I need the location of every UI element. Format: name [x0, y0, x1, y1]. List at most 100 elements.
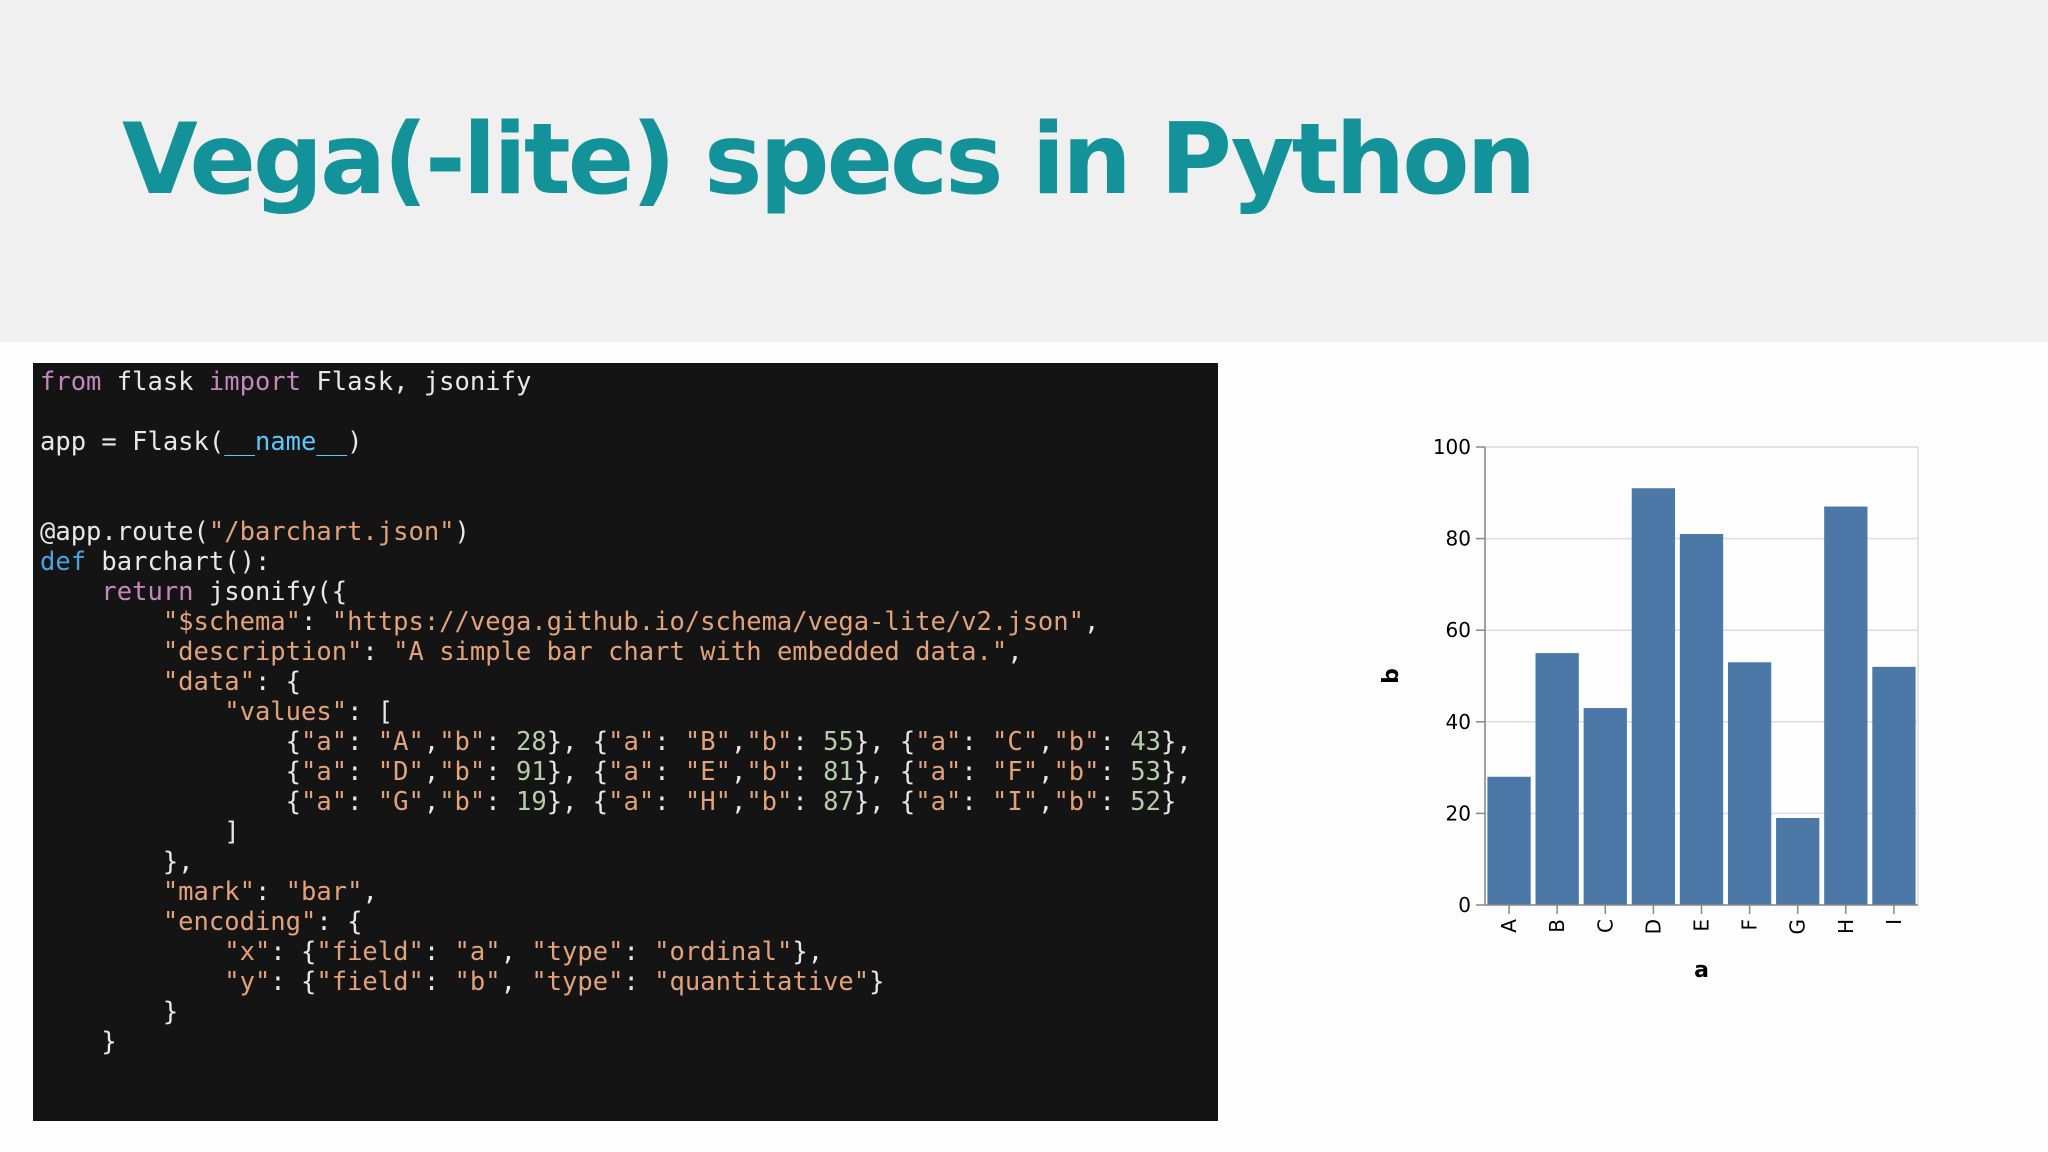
title-band: Vega(-lite) specs in Python: [0, 0, 2048, 342]
code-token: :: [485, 757, 516, 787]
code-token: },: [1160, 727, 1192, 757]
code-token: "b": [746, 787, 793, 817]
code-token: 55: [823, 727, 854, 757]
code-token: "a": [608, 727, 655, 757]
code-token: :: [423, 937, 455, 967]
y-tick-label: 60: [1446, 618, 1471, 642]
code-token: 43: [1130, 727, 1161, 757]
bar-c: [1583, 708, 1627, 905]
code-token: ,: [1083, 607, 1100, 637]
code-token: "H": [684, 787, 731, 817]
code-token: ,: [423, 757, 440, 787]
code-token: "a": [301, 727, 348, 757]
code-token: barchart():: [86, 547, 271, 577]
code-token: "B": [684, 727, 731, 757]
x-tick-label: F: [1738, 919, 1762, 931]
code-token: "y": [224, 967, 271, 997]
x-tick-label: H: [1834, 919, 1858, 934]
code-token: :: [485, 787, 516, 817]
bar-d: [1631, 488, 1676, 905]
code-token: }, {: [546, 787, 609, 817]
code-token: ,: [500, 967, 532, 997]
bar-h: [1824, 506, 1868, 905]
x-tick-label: C: [1593, 919, 1617, 933]
code-token: "E": [684, 757, 731, 787]
code-token: "b": [439, 757, 486, 787]
code-token: "F": [992, 757, 1039, 787]
code-token: "D": [377, 757, 424, 787]
y-tick-label: 20: [1446, 801, 1471, 825]
slide-title: Vega(-lite) specs in Python: [122, 103, 1536, 217]
code-token: ]: [40, 817, 240, 847]
code-token: [40, 877, 163, 907]
code-token: app = Flask(: [40, 427, 225, 457]
code-line: app = Flask(__name__): [40, 427, 1192, 457]
code-token: }, {: [853, 757, 916, 787]
code-token: "b": [439, 727, 486, 757]
code-token: "bar": [285, 877, 363, 907]
code-token: "I": [992, 787, 1039, 817]
code-token: flask: [101, 367, 209, 397]
code-token: :: [654, 757, 685, 787]
code-token: "a": [608, 787, 655, 817]
x-tick-label: E: [1690, 919, 1714, 932]
code-token: [40, 577, 101, 607]
code-line: [40, 457, 1192, 487]
code-token: "encoding": [162, 907, 317, 937]
code-token: "a": [608, 757, 655, 787]
code-line: return jsonify({: [40, 577, 1192, 607]
code-token: {: [40, 727, 301, 757]
code-token: : {: [270, 967, 317, 997]
code-token: [40, 937, 224, 967]
code-token: "C": [992, 727, 1039, 757]
bar-a: [1487, 776, 1531, 905]
code-token: }, {: [546, 757, 609, 787]
code-token: :: [347, 787, 378, 817]
code-token: :: [1099, 787, 1131, 817]
code-token: 19: [515, 787, 547, 817]
x-tick-label: B: [1545, 919, 1569, 933]
code-token: ,: [500, 937, 532, 967]
bar-e: [1679, 534, 1724, 905]
y-tick-label: 0: [1458, 893, 1471, 917]
code-token: "https://vega.github.io/schema/vega-lite…: [331, 607, 1084, 637]
x-axis-title: a: [1694, 958, 1709, 983]
code-token: "type": [531, 967, 624, 997]
code-token: }: [40, 997, 179, 1027]
code-token: }: [869, 967, 885, 997]
code-token: : [: [347, 697, 394, 727]
code-token: "a": [301, 787, 348, 817]
code-token: }, {: [853, 787, 916, 817]
code-line: }: [40, 1027, 1192, 1057]
code-line: def barchart():: [40, 547, 1192, 577]
code-token: "a": [454, 937, 501, 967]
code-block: from flask import Flask, jsonify app = Fl…: [40, 367, 1192, 1057]
x-tick-label: I: [1882, 919, 1906, 925]
code-token: "A simple bar chart with embedded data.": [393, 637, 1008, 667]
code-token: "x": [224, 937, 271, 967]
code-token: :: [362, 637, 394, 667]
code-token: :: [254, 877, 286, 907]
code-token: ,: [1038, 787, 1054, 817]
code-token: ,: [423, 787, 440, 817]
code-line: "mark": "bar",: [40, 877, 1192, 907]
code-token: ,: [1038, 757, 1054, 787]
code-token: },: [792, 937, 824, 967]
code-line: [40, 397, 1192, 427]
code-token: :: [792, 787, 824, 817]
code-token: "b": [1053, 787, 1100, 817]
code-token: def: [40, 547, 87, 577]
code-line: from flask import Flask, jsonify: [40, 367, 1192, 397]
code-token: :: [654, 727, 685, 757]
code-token: @app.route(: [40, 517, 209, 547]
code-token: "b": [746, 727, 793, 757]
code-token: __name__: [224, 427, 348, 457]
code-token: :: [654, 787, 685, 817]
code-token: 81: [823, 757, 854, 787]
code-token: "/barchart.json": [208, 517, 455, 547]
code-token: },: [40, 847, 194, 877]
code-token: "A": [377, 727, 424, 757]
code-token: "type": [531, 937, 624, 967]
code-token: :: [961, 757, 993, 787]
code-token: [40, 907, 163, 937]
